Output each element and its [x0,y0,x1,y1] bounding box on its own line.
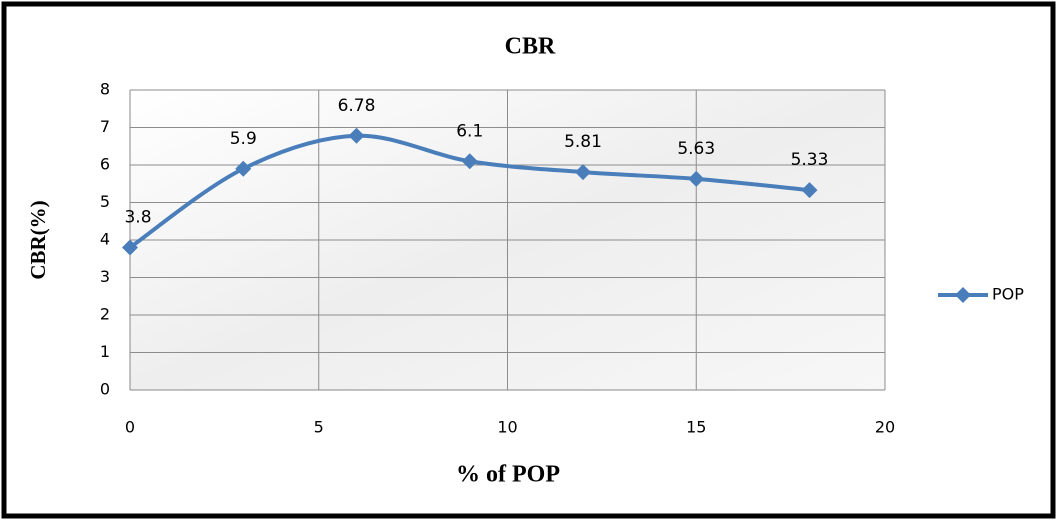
y-tick-label: 5 [100,192,110,211]
y-tick-label: 6 [100,155,110,174]
chart-title: CBR [505,34,556,60]
data-label: 5.33 [791,150,829,170]
data-label: 6.1 [456,121,483,141]
x-tick-label: 0 [125,418,135,437]
x-axis-label: % of POP [456,462,560,488]
x-tick-label: 5 [314,418,324,437]
data-label: 5.81 [564,132,602,152]
y-tick-label: 4 [100,230,110,249]
y-tick-label: 8 [100,80,110,99]
legend-label: POP [992,285,1024,304]
x-tick-label: 20 [875,418,895,437]
chart: CBR CBR(%) % of POP 0 1 2 3 4 5 6 7 8 0 5 10 15 20 3.8… [0,0,1057,520]
y-axis-label: CBR(%) [26,200,50,279]
data-label: 3.8 [124,208,151,228]
data-label: 6.78 [338,96,376,116]
data-label: 5.9 [230,129,257,149]
data-label: 5.63 [677,139,715,159]
y-tick-label: 7 [100,117,110,136]
y-tick-label: 1 [100,342,110,361]
y-tick-label: 2 [100,305,110,324]
y-tick-label: 3 [100,267,110,286]
x-tick-label: 10 [497,418,517,437]
x-tick-label: 15 [686,418,706,437]
y-tick-label: 0 [100,380,110,399]
